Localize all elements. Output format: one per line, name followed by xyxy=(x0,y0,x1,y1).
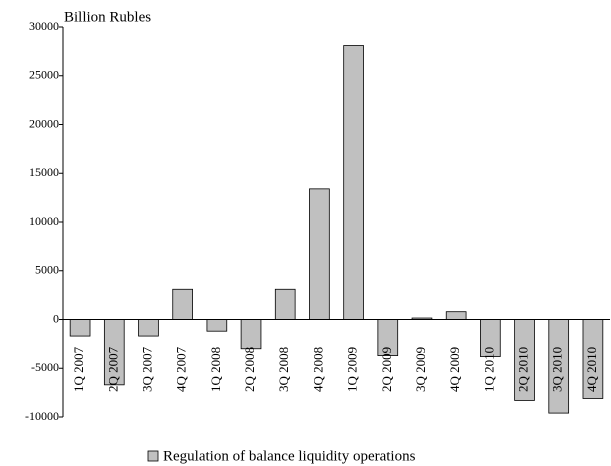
y-tick-label: -10000 xyxy=(25,409,59,423)
bar xyxy=(445,311,467,320)
bar xyxy=(69,319,91,337)
bar xyxy=(138,319,159,337)
y-axis-label: Billion Rubles xyxy=(64,9,151,25)
x-tick-label: 3Q 2009 xyxy=(413,347,428,392)
bar xyxy=(309,188,330,320)
x-tick-label: 4Q 2008 xyxy=(310,347,325,392)
x-tick-label: 4Q 2010 xyxy=(584,347,599,392)
x-tick-label: 4Q 2007 xyxy=(174,346,189,392)
bar xyxy=(240,319,262,350)
y-tick-label: -5000 xyxy=(31,360,59,374)
y-tick-label: 15000 xyxy=(29,165,59,179)
y-tick-label: 30000 xyxy=(29,19,59,33)
x-tick-label: 2Q 2008 xyxy=(242,347,257,392)
bar xyxy=(274,288,296,320)
bar xyxy=(172,288,193,320)
legend-label: Regulation of balance liquidity operatio… xyxy=(163,448,416,464)
legend-swatch xyxy=(147,450,159,462)
x-tick-label: 1Q 2010 xyxy=(481,347,496,392)
x-tick-label: 2Q 2007 xyxy=(105,346,120,392)
x-tick-label: 1Q 2008 xyxy=(208,347,223,392)
x-tick-label: 3Q 2008 xyxy=(276,347,291,392)
x-tick-label: 1Q 2009 xyxy=(345,347,360,392)
bar xyxy=(343,45,364,320)
y-tick-label: 20000 xyxy=(29,116,59,130)
y-tick-label: 5000 xyxy=(35,263,59,277)
x-tick-label: 2Q 2009 xyxy=(379,347,394,392)
y-tick-label: 25000 xyxy=(29,68,59,82)
x-tick-label: 3Q 2010 xyxy=(550,347,565,392)
x-tick-label: 4Q 2009 xyxy=(447,347,462,392)
y-tick-label: 0 xyxy=(53,311,59,325)
x-tick-label: 3Q 2007 xyxy=(139,346,154,392)
bar xyxy=(206,319,228,332)
x-tick-label: 1Q 2007 xyxy=(71,346,86,392)
y-tick-label: 10000 xyxy=(29,214,59,228)
x-tick-label: 2Q 2010 xyxy=(516,347,531,392)
